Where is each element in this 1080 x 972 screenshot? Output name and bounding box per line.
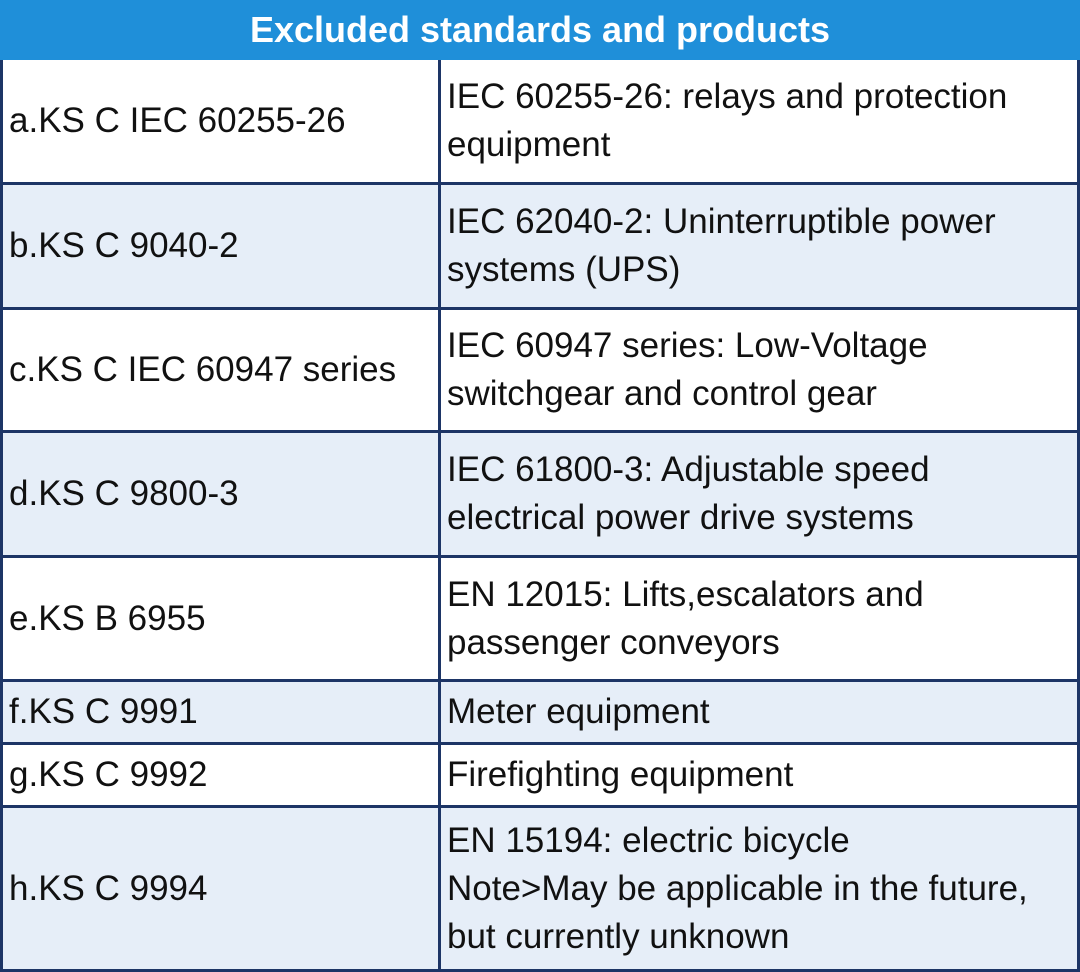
cell-text: h.KS C 9994 [9,868,208,908]
cell-text: c.KS C IEC 60947 series [9,350,397,389]
cell-text: IEC 60947 series: Low-Voltage [447,326,928,365]
cell-text: IEC 60255-26: relays and protection [447,77,1008,116]
table-row: a.KS C IEC 60255-26 IEC 60255-26: relays … [0,60,1080,185]
cell-text: b.KS C 9040-2 [9,226,239,265]
column-divider [438,808,441,969]
standard-cell: e.KS B 6955 [9,558,437,679]
column-divider [438,433,441,555]
table-row: e.KS B 6955 EN 12015: Lifts,escalators an… [0,558,1080,682]
column-divider [438,60,441,182]
product-cell: EN 12015: Lifts,escalators and passenger … [447,558,1073,679]
table-row: c.KS C IEC 60947 series IEC 60947 series:… [0,310,1080,433]
cell-text: EN 12015: Lifts,escalators and [447,574,924,614]
product-cell: IEC 61800-3: Adjustable speed electrical … [447,433,1073,555]
table-row: g.KS C 9992 Firefighting equipment [0,745,1080,808]
cell-text: g.KS C 9992 [9,755,208,794]
column-divider [438,558,441,679]
column-divider [438,185,441,307]
cell-text: passenger conveyors [447,622,780,662]
cell-text: IEC 62040-2: Uninterruptible power [447,202,996,241]
product-cell: IEC 62040-2: Uninterruptible power system… [447,185,1073,307]
product-cell: IEC 60255-26: relays and protection equip… [447,60,1073,182]
product-cell: EN 15194: electric bicycle Note>May be ap… [447,808,1073,969]
table-title: Excluded standards and products [0,0,1080,60]
cell-text: equipment [447,125,611,164]
cell-text: switchgear and control gear [447,374,877,413]
standard-cell: c.KS C IEC 60947 series [9,310,437,430]
cell-text: f.KS C 9991 [9,692,198,731]
cell-text: Firefighting equipment [447,755,794,794]
cell-text: e.KS B 6955 [9,598,206,638]
table-row: f.KS C 9991 Meter equipment [0,682,1080,745]
cell-text: IEC 61800-3: Adjustable speed [447,450,930,489]
cell-text: a.KS C IEC 60255-26 [9,101,346,140]
product-cell: Firefighting equipment [447,745,1073,805]
product-cell: Meter equipment [447,682,1073,742]
standard-cell: d.KS C 9800-3 [9,433,437,555]
column-divider [438,745,441,805]
table-row: b.KS C 9040-2 IEC 62040-2: Uninterruptibl… [0,185,1080,310]
table-row: d.KS C 9800-3 IEC 61800-3: Adjustable spe… [0,433,1080,558]
cell-text: d.KS C 9800-3 [9,474,239,513]
product-cell: IEC 60947 series: Low-Voltage switchgear … [447,310,1073,430]
cell-text: EN 15194: electric bicycle [447,820,850,860]
standard-cell: h.KS C 9994 [9,808,437,969]
cell-text: Note>May be applicable in the future, [447,868,1028,908]
standard-cell: g.KS C 9992 [9,745,437,805]
cell-text: Meter equipment [447,692,710,731]
column-divider [438,310,441,430]
table-row: h.KS C 9994 EN 15194: electric bicycle Not… [0,808,1080,972]
cell-text: systems (UPS) [447,250,681,289]
column-divider [438,682,441,742]
standard-cell: b.KS C 9040-2 [9,185,437,307]
cell-text: electrical power drive systems [447,498,914,537]
cell-text: but currently unknown [447,916,790,956]
standard-cell: a.KS C IEC 60255-26 [9,60,437,182]
standard-cell: f.KS C 9991 [9,682,437,742]
